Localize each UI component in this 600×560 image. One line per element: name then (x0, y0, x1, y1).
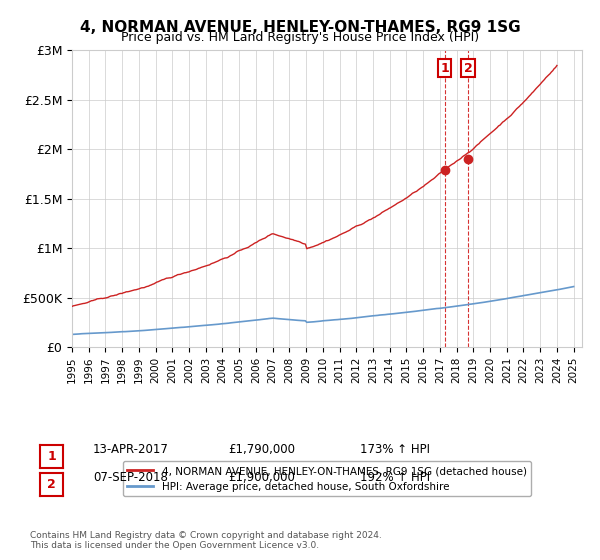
Legend: 4, NORMAN AVENUE, HENLEY-ON-THAMES, RG9 1SG (detached house), HPI: Average price: 4, NORMAN AVENUE, HENLEY-ON-THAMES, RG9 … (123, 461, 531, 496)
Text: £1,900,000: £1,900,000 (228, 471, 295, 484)
Text: 4, NORMAN AVENUE, HENLEY-ON-THAMES, RG9 1SG: 4, NORMAN AVENUE, HENLEY-ON-THAMES, RG9 … (80, 20, 520, 35)
Text: 07-SEP-2018: 07-SEP-2018 (93, 471, 168, 484)
Text: 192% ↑ HPI: 192% ↑ HPI (360, 471, 430, 484)
Text: 1: 1 (440, 62, 449, 74)
Text: £1,790,000: £1,790,000 (228, 443, 295, 456)
Text: 2: 2 (47, 478, 56, 491)
Text: 13-APR-2017: 13-APR-2017 (93, 443, 169, 456)
Text: 1: 1 (47, 450, 56, 463)
Text: Contains HM Land Registry data © Crown copyright and database right 2024.
This d: Contains HM Land Registry data © Crown c… (30, 531, 382, 550)
Text: 173% ↑ HPI: 173% ↑ HPI (360, 443, 430, 456)
Text: Price paid vs. HM Land Registry's House Price Index (HPI): Price paid vs. HM Land Registry's House … (121, 31, 479, 44)
Text: 2: 2 (464, 62, 472, 74)
